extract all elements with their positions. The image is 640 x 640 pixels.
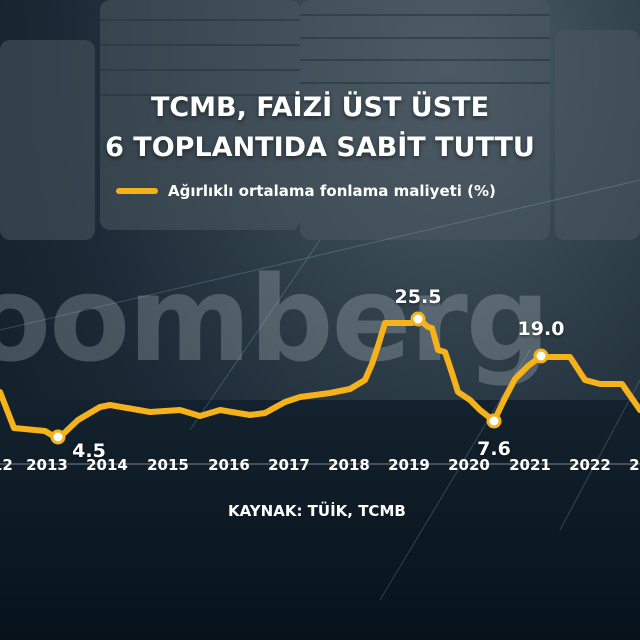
title-line-1: TCMB, FAİZİ ÜST ÜSTE [150, 92, 490, 123]
annotation-7-6: 7.6 [477, 438, 511, 460]
x-tick-2017: 2017 [268, 456, 310, 474]
marker-2021-peak [533, 348, 549, 364]
x-tick-2022: 2022 [569, 456, 611, 474]
x-tick-2019: 2019 [388, 456, 430, 474]
chart-title: TCMB, FAİZİ ÜST ÜSTE 6 TOPLANTIDA SABİT … [0, 88, 640, 168]
annotation-25-5: 25.5 [394, 286, 442, 308]
x-axis-labels: 2012 2013 2014 2015 2016 2017 2018 2019 … [0, 456, 640, 480]
x-tick-2020: 2020 [448, 456, 490, 474]
marker-2019-peak [410, 311, 426, 327]
x-tick-2012: 2012 [0, 456, 13, 474]
annotation-4-5: 4.5 [72, 440, 106, 462]
annotation-19-0: 19.0 [517, 318, 565, 340]
marker-2013-low [50, 429, 66, 445]
data-line [0, 317, 640, 440]
city-background [0, 400, 640, 640]
x-tick-2013: 2013 [26, 456, 68, 474]
x-tick-2023: 2023 [629, 456, 640, 474]
legend: Ağırlıklı ortalama fonlama maliyeti (%) [116, 182, 496, 200]
legend-swatch-icon [116, 188, 158, 194]
watermark-text: oomberg [0, 250, 550, 388]
x-tick-2014: 2014 [86, 456, 128, 474]
source-note: KAYNAK: TÜİK, TCMB [228, 502, 406, 520]
x-tick-2016: 2016 [208, 456, 250, 474]
title-line-2: 6 TOPLANTIDA SABİT TUTTU [105, 132, 535, 163]
marker-2020-low [486, 413, 502, 429]
x-tick-2018: 2018 [328, 456, 370, 474]
annotated-markers [50, 311, 549, 445]
coin-stacks-decoration [0, 0, 640, 240]
legend-label: Ağırlıklı ortalama fonlama maliyeti (%) [168, 182, 496, 200]
network-lines-decoration [0, 179, 640, 601]
x-tick-2015: 2015 [147, 456, 189, 474]
x-tick-2021: 2021 [509, 456, 551, 474]
